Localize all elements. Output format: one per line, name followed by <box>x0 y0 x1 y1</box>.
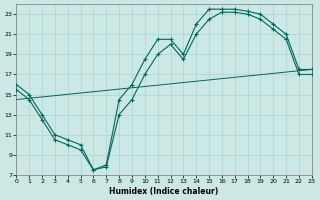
X-axis label: Humidex (Indice chaleur): Humidex (Indice chaleur) <box>109 187 219 196</box>
